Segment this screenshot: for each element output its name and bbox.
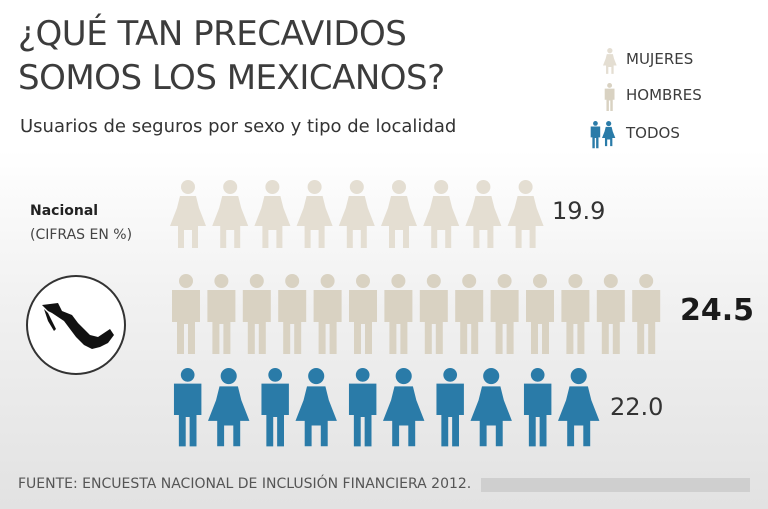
- chart-subtitle: Usuarios de seguros por sexo y tipo de l…: [20, 116, 457, 137]
- man-icon: [590, 121, 601, 149]
- pictogram-man: [455, 274, 484, 354]
- pictogram-man: [561, 274, 590, 354]
- region-label: Nacional: [30, 203, 99, 219]
- value-label-todos: 22.0: [610, 393, 664, 421]
- value-label-hombres: 24.5: [680, 293, 755, 328]
- pictogram-man: [384, 274, 413, 354]
- pictogram-todos-man: [523, 368, 552, 447]
- pictogram-man: [207, 274, 236, 354]
- man-icon: [604, 83, 615, 111]
- pictogram-todos-man: [173, 368, 202, 447]
- pictogram-woman: [296, 180, 333, 248]
- legend-label-mujeres: MUJERES: [626, 50, 694, 68]
- title-line-2: SOMOS LOS MEXICANOS?: [18, 58, 445, 98]
- pictogram-todos-man: [261, 368, 289, 447]
- redacted-bar: [481, 478, 750, 492]
- source-note: FUENTE: ENCUESTA NACIONAL DE INCLUSIÓN F…: [18, 476, 472, 492]
- pictogram-todos-woman: [470, 368, 512, 447]
- pictogram-man: [278, 274, 307, 354]
- pictogram-todos-woman: [558, 368, 600, 447]
- pictogram-man: [632, 274, 661, 354]
- legend-label-todos: TODOS: [626, 124, 680, 142]
- pictogram-woman: [212, 180, 249, 248]
- region-units: (CIFRAS EN %): [30, 227, 133, 243]
- pictogram-man: [313, 274, 342, 354]
- pictogram-todos-man: [436, 368, 464, 447]
- pictogram-man: [349, 274, 377, 354]
- chart-title: ¿QUÉ TAN PRECAVIDOS SOMOS LOS MEXICANOS?: [18, 12, 445, 100]
- woman-icon: [603, 48, 617, 74]
- pictogram-man: [490, 274, 519, 354]
- pictogram-woman: [170, 180, 206, 248]
- pictogram-man: [419, 274, 448, 354]
- pictogram-woman: [507, 180, 544, 248]
- pictogram-todos-man: [348, 368, 377, 447]
- value-label-mujeres: 19.9: [552, 197, 606, 225]
- title-line-1: ¿QUÉ TAN PRECAVIDOS: [18, 14, 407, 54]
- pictogram-man: [526, 274, 554, 354]
- pictogram-man: [596, 274, 625, 354]
- pictogram-woman: [381, 180, 417, 248]
- pictogram-woman: [338, 180, 375, 248]
- pictogram-man: [172, 274, 200, 354]
- pictogram-todos-woman: [383, 368, 425, 447]
- pictogram-woman: [423, 180, 460, 248]
- mexico-map-icon: [26, 275, 126, 375]
- pictogram-todos-woman: [295, 368, 337, 447]
- pictogram-todos-woman: [208, 368, 250, 447]
- pictogram-man: [242, 274, 271, 354]
- pictogram-woman: [254, 180, 291, 248]
- pictogram-woman: [465, 180, 502, 248]
- woman-icon: [602, 121, 616, 147]
- legend-label-hombres: HOMBRES: [626, 86, 702, 104]
